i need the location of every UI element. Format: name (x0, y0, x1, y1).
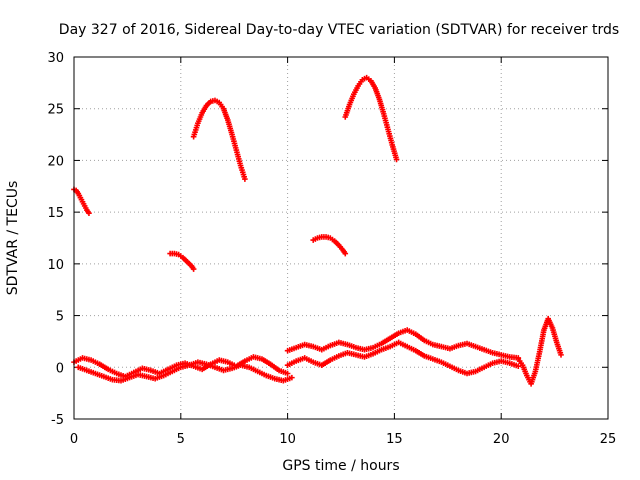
series-arc-12h (310, 234, 349, 257)
y-axis-label: SDTVAR / TECUs (5, 181, 21, 296)
y-tick-label: -5 (51, 413, 64, 428)
data-series (71, 74, 564, 387)
series-mid-band-1 (284, 327, 522, 361)
y-tick-label: 15 (47, 206, 64, 221)
series-low-band-2 (75, 359, 295, 384)
y-tick-label: 20 (47, 154, 64, 169)
x-tick-label: 20 (493, 432, 510, 447)
x-tick-label: 5 (177, 432, 185, 447)
data-point (289, 374, 295, 381)
series-arc-13h (342, 74, 400, 163)
x-axis-label: GPS time / hours (282, 458, 399, 474)
data-point (284, 370, 291, 377)
series-late-band (515, 315, 564, 387)
data-point (342, 250, 349, 257)
series-arc-5h (167, 250, 197, 272)
data-point (558, 352, 564, 358)
plot-frame (73, 56, 609, 420)
x-tick-label: 25 (600, 432, 617, 447)
y-tick-label: 30 (47, 51, 64, 66)
axis-ticks: 0 5 10 15 20 25 -5 0 5 10 15 20 25 30 (47, 51, 616, 447)
series-mid-band-2 (284, 339, 522, 377)
y-tick-label: 0 (56, 361, 64, 376)
y-tick-label: 5 (56, 310, 64, 325)
data-point (515, 363, 522, 370)
series-arc-6h (190, 97, 248, 182)
data-point (242, 176, 248, 182)
y-tick-label: 10 (47, 258, 64, 273)
data-point (393, 156, 400, 163)
x-tick-label: 15 (386, 432, 403, 447)
data-point (86, 210, 92, 216)
data-point (190, 266, 197, 272)
y-tick-label: 25 (47, 103, 64, 118)
x-tick-label: 10 (279, 432, 296, 447)
chart-title: Day 327 of 2016, Sidereal Day-to-day VTE… (59, 22, 619, 38)
x-tick-label: 0 (70, 432, 78, 447)
